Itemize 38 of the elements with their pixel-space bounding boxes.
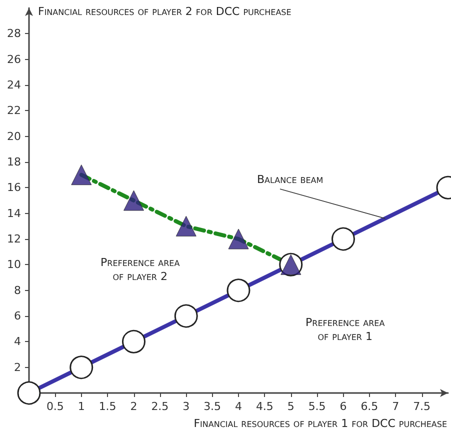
annotation: Preference area of player 1: [306, 316, 385, 344]
x-tick-label: 6: [340, 400, 347, 413]
x-tick-label: 4.5: [256, 400, 274, 413]
x-tick-label: 5: [287, 400, 294, 413]
point: [124, 190, 144, 211]
x-tick-label: 7: [392, 400, 400, 413]
point: [176, 216, 196, 236]
x-tick-label: 4: [235, 400, 242, 413]
y-tick-label: 28: [7, 27, 21, 40]
y-tick-label: 24: [7, 78, 21, 92]
x-axis-title: Financial resources of player 1 for DCC purchease: [194, 417, 447, 431]
annotation: Preference area of player 2: [100, 256, 180, 284]
y-tick-label: 4: [14, 335, 21, 348]
y-tick-label: 26: [7, 52, 21, 66]
x-tick-label: 0.5: [46, 400, 64, 413]
y-tick-label: 2: [14, 360, 21, 374]
x-tick-label: 2.5: [151, 400, 169, 413]
x-tick-label: 3.5: [204, 400, 222, 413]
y-tick-label: 16: [7, 181, 21, 194]
point: [228, 228, 249, 250]
point: [71, 164, 92, 186]
y-tick-label: 20: [7, 130, 21, 143]
x-tick-label: 1.5: [98, 400, 116, 413]
y-tick-label: 10: [7, 258, 21, 272]
x-tick-label: 1: [78, 400, 85, 413]
annotation: Balance beam: [257, 173, 324, 187]
y-tick-label: 14: [7, 206, 21, 220]
x-tick-label: 2: [130, 400, 138, 413]
x-tick-label: 7.5: [413, 400, 431, 413]
y-tick-label: 18: [7, 156, 21, 168]
x-tick-label: 6.5: [360, 400, 378, 413]
y-tick-label: 12: [7, 232, 21, 246]
y-tick-label: 6: [14, 310, 21, 322]
y-axis-title: Financial resources of player 2 for DCC purchease: [38, 5, 292, 19]
x-tick-label: 3: [182, 400, 190, 413]
x-tick-label: 5.5: [308, 400, 326, 413]
y-tick-label: 22: [7, 104, 21, 118]
y-tick-label: 8: [14, 284, 21, 297]
